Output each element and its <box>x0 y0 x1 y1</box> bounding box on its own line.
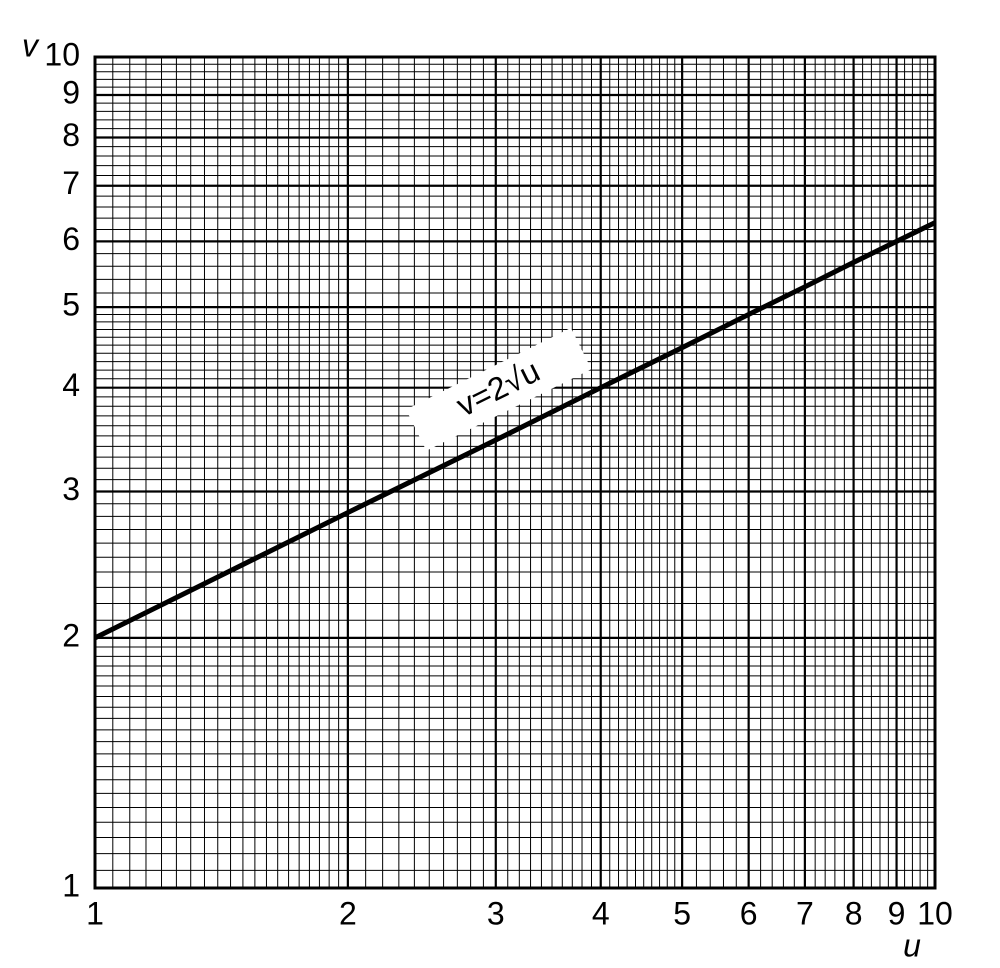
y-axis-label: v <box>22 27 40 63</box>
x-tick-label: 2 <box>339 895 357 931</box>
y-tick-label: 10 <box>44 36 80 72</box>
y-tick-label: 5 <box>62 287 80 323</box>
x-tick-label: 9 <box>888 895 906 931</box>
y-tick-label: 8 <box>62 117 80 153</box>
y-tick-label: 1 <box>62 867 80 903</box>
plot-frame <box>93 55 937 890</box>
y-tick-label: 7 <box>62 165 80 201</box>
x-tick-label: 8 <box>845 895 863 931</box>
x-tick-label: 1 <box>86 895 104 931</box>
y-tick-label: 3 <box>62 471 80 507</box>
x-axis-label: u <box>903 927 921 963</box>
data-line <box>93 220 937 641</box>
x-tick-label: 5 <box>673 895 691 931</box>
x-tick-label: 6 <box>740 895 758 931</box>
x-tick-label: 7 <box>796 895 814 931</box>
x-tick-label: 4 <box>592 895 610 931</box>
grid <box>93 55 937 890</box>
x-tick-label: 10 <box>917 895 953 931</box>
y-tick-label: 9 <box>62 74 80 110</box>
y-tick-label: 2 <box>62 617 80 653</box>
y-tick-label: 4 <box>62 367 80 403</box>
x-tick-label: 3 <box>487 895 505 931</box>
annotation-background <box>406 327 592 451</box>
y-tick-label: 6 <box>62 221 80 257</box>
